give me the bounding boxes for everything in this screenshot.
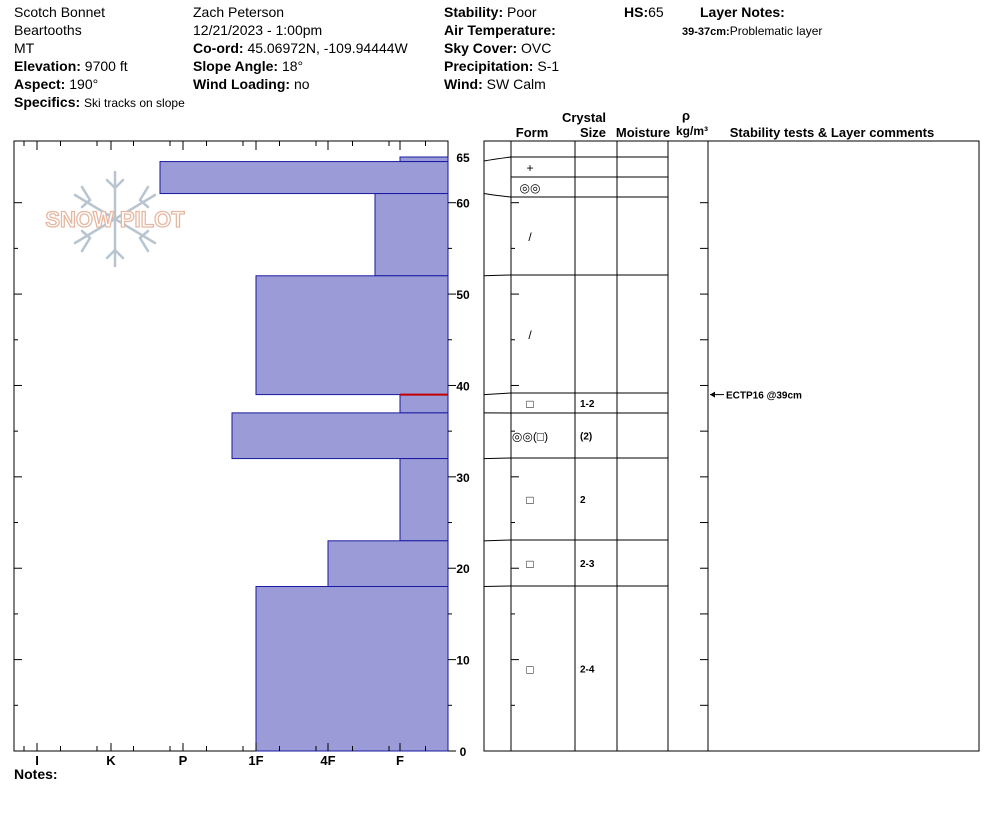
aspect: Aspect: 190° (14, 76, 99, 92)
hardness-bar (255, 586, 449, 752)
location-name: Scotch Bonnet (14, 4, 106, 20)
hardness-tick-label: P (179, 753, 188, 768)
crystal-size: (2) (580, 432, 592, 443)
snow-height: HS:65 (624, 4, 664, 20)
wind: Wind: SW Calm (444, 76, 546, 92)
elevation: Elevation: 9700 ft (14, 58, 128, 74)
precipitation: Precipitation: S-1 (444, 58, 560, 74)
observer-name: Zach Peterson (193, 4, 285, 20)
crystal-form-symbol: ◎◎ (520, 181, 541, 195)
hardness-bar (255, 275, 449, 396)
stability-test-label: ECTP16 @39cm (726, 391, 802, 402)
specifics: Specifics: Ski tracks on slope (14, 94, 185, 110)
crystal-size: 2 (580, 495, 586, 506)
crystal-header: Crystal (562, 110, 606, 125)
hardness-bar (159, 161, 449, 195)
density-symbol: ρ (682, 108, 690, 123)
wind-loading: Wind Loading: no (193, 76, 310, 92)
hardness-tick-label: I (35, 753, 39, 768)
crystal-form-symbol: □ (526, 493, 533, 507)
state: MT (14, 40, 35, 56)
crystal-form-symbol: / (528, 328, 532, 342)
notes-label: Notes: (14, 766, 58, 782)
crystal-form-symbol: / (528, 230, 532, 244)
stability-header: Stability tests & Layer comments (730, 125, 934, 140)
height-tick-label: 10 (456, 654, 470, 668)
hardness-bar (399, 156, 449, 163)
height-tick-label: 40 (456, 379, 470, 393)
height-tick-label: 50 (456, 288, 470, 302)
hardness-bar (399, 394, 449, 414)
crystal-form-symbol: ◎◎(□) (512, 430, 548, 444)
slope-angle: Slope Angle: 18° (193, 58, 304, 74)
crystal-size: 1-2 (580, 399, 595, 410)
height-tick-label: 20 (456, 562, 470, 576)
hardness-bar (399, 458, 449, 542)
density-header: kg/m³ (676, 124, 708, 138)
coordinates: Co-ord: 45.06972N, -109.94444W (193, 40, 408, 56)
hardness-bar (327, 540, 449, 588)
height-tick-label: 65 (456, 151, 470, 165)
logo-text: SNOW PILOT (45, 207, 185, 232)
stability-rating: Stability: Poor (444, 4, 537, 20)
crystal-table: + ◎◎ / / □ 1-2 ◎◎(□) (2) □ 2 □ 2-3 □ 2-4 ECTP16 @39cm (483, 140, 980, 752)
observation-datetime: 12/21/2023 - 1:00pm (193, 22, 323, 38)
air-temperature: Air Temperature: (444, 22, 556, 38)
hardness-tick-label: F (396, 753, 404, 768)
crystal-form-symbol: + (526, 161, 533, 175)
crystal-size: 2-4 (580, 665, 595, 676)
hardness-bar (374, 193, 449, 277)
crystal-form-symbol: □ (526, 397, 533, 411)
height-tick-label: 60 (456, 197, 470, 211)
layer-note: 39-37cm:Problematic layer (682, 24, 823, 38)
snowpilot-logo: SNOW PILOT (45, 170, 186, 268)
mountain-range: Beartooths (14, 22, 82, 38)
hardness-tick-label: 4F (320, 753, 335, 768)
crystal-size: 2-3 (580, 559, 595, 570)
form-header: Form (516, 125, 549, 140)
size-header: Size (580, 125, 606, 140)
hardness-chart: I K P 1F 4F F 0 10 20 30 40 50 60 65 (13, 140, 470, 768)
hardness-bar (231, 412, 449, 460)
height-tick-label: 0 (460, 745, 467, 759)
crystal-form-symbol: □ (526, 557, 533, 571)
moisture-header: Moisture (616, 125, 670, 140)
hardness-tick-label: K (106, 753, 116, 768)
sky-cover: Sky Cover: OVC (444, 40, 552, 56)
hardness-tick-label: 1F (248, 753, 263, 768)
crystal-form-symbol: □ (526, 663, 533, 677)
layer-notes-label: Layer Notes: (700, 4, 785, 20)
height-tick-label: 30 (456, 471, 470, 485)
